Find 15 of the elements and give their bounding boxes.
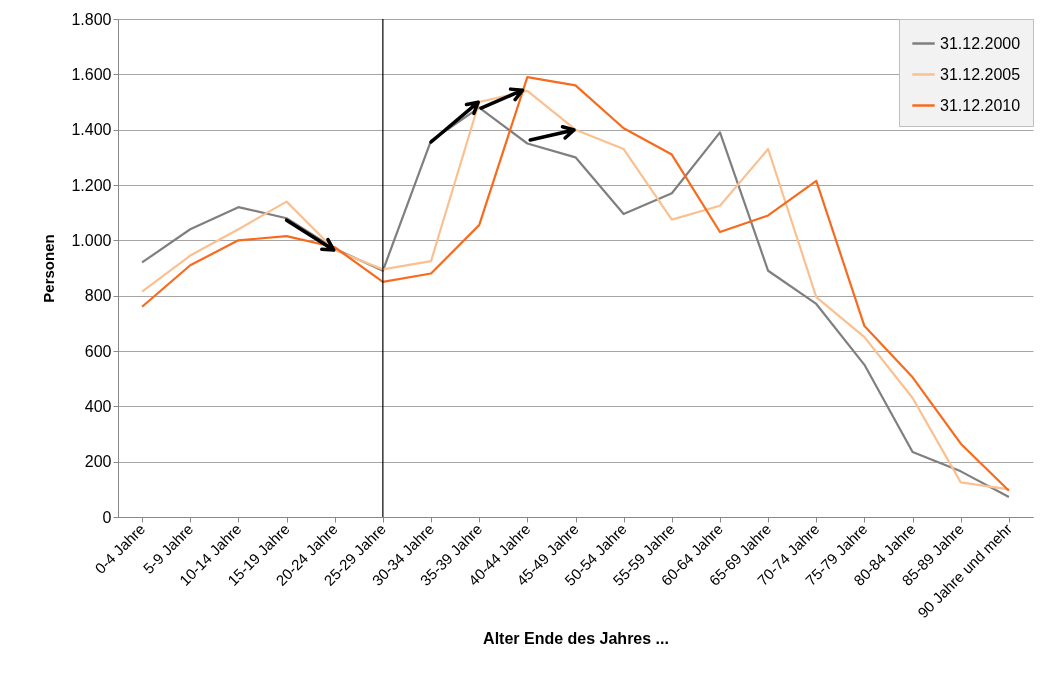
y-tick-label: 1.000 (71, 231, 112, 249)
legend-label: 31.12.2000 (940, 34, 1021, 52)
y-tick-label: 600 (84, 342, 112, 360)
y-tick-label: 400 (84, 397, 112, 415)
y-axis-title: Personen (40, 234, 58, 303)
y-tick-label: 1.800 (71, 10, 112, 28)
legend-label: 31.12.2005 (940, 65, 1021, 83)
y-tick-label: 1.400 (71, 121, 112, 139)
y-tick-label: 800 (84, 287, 112, 305)
legend-label: 31.12.2010 (940, 96, 1021, 114)
y-tick-label: 0 (102, 508, 112, 526)
y-tick-label: 1.200 (71, 176, 112, 194)
y-tick-label: 200 (84, 453, 112, 471)
y-tick-label: 1.600 (71, 65, 112, 83)
x-axis-title: Alter Ende des Jahres ... (483, 630, 669, 648)
